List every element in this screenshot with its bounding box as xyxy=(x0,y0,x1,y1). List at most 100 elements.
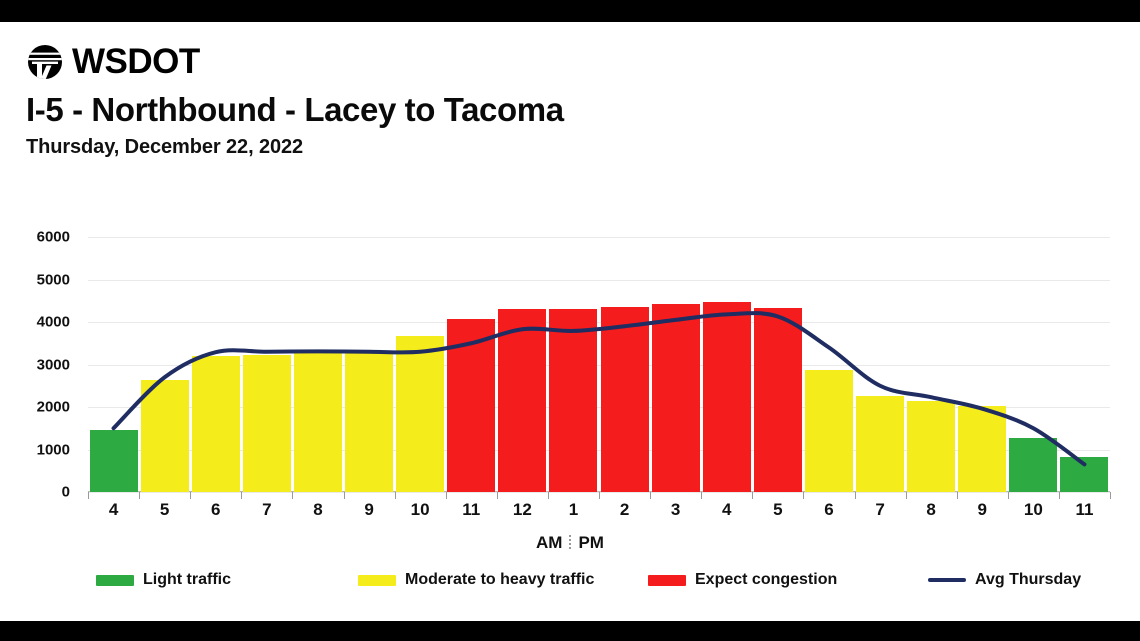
x-axis-tick xyxy=(650,492,652,499)
gridline xyxy=(88,407,1110,408)
x-axis-tick xyxy=(241,492,243,499)
x-axis-tick-label: 2 xyxy=(619,500,630,519)
x-axis-tick xyxy=(956,492,958,499)
legend-swatch-icon xyxy=(648,574,686,586)
bar-6-AM xyxy=(191,356,240,492)
x-axis-tick xyxy=(701,492,703,499)
legend-label: Light traffic xyxy=(143,571,231,588)
bar-1-PM xyxy=(549,309,598,492)
y-axis-tick-label: 3000 xyxy=(36,356,70,373)
legend-swatch-icon xyxy=(928,578,966,582)
x-axis-tick-label: 6 xyxy=(824,500,834,519)
x-axis-tick-label: 9 xyxy=(364,500,374,519)
chart-canvas: WSDOT I-5 - Northbound - Lacey to Tacoma… xyxy=(0,22,1140,621)
x-axis-tick xyxy=(190,492,192,499)
chart-legend: Light traffic Moderate to heavy traffic Ex… xyxy=(88,568,1110,598)
x-axis-tick xyxy=(803,492,805,499)
x-axis-tick xyxy=(547,492,549,499)
bar-5-PM xyxy=(753,308,802,492)
bar-3-PM xyxy=(651,304,700,492)
legend-item-moderate-to-heavy-traffic[interactable]: Moderate to heavy traffic xyxy=(358,568,594,592)
am-label: AM xyxy=(536,533,563,552)
letterbox-top xyxy=(0,0,1140,22)
x-axis-tick xyxy=(1007,492,1009,499)
bar-8-AM xyxy=(293,353,342,492)
legend-swatch-icon xyxy=(96,574,134,586)
legend-item-expect-congestion[interactable]: Expect congestion xyxy=(648,568,837,592)
x-axis-tick-label: 3 xyxy=(670,500,681,519)
y-axis-tick-label: 2000 xyxy=(36,398,70,416)
gridline xyxy=(88,237,1110,238)
gridline xyxy=(88,364,1110,366)
am-pm-divider xyxy=(569,535,572,550)
x-axis-ticks xyxy=(88,492,1111,504)
x-axis-tick-label: 10 xyxy=(410,500,430,519)
chart-header: WSDOT I-5 - Northbound - Lacey to Tacoma… xyxy=(26,42,564,159)
x-axis-tick xyxy=(139,492,141,499)
bar-10-AM xyxy=(396,336,445,492)
bar-12-PM xyxy=(498,309,547,492)
x-axis-tick-label: 11 xyxy=(462,500,481,519)
plot-area xyxy=(88,237,1110,493)
x-axis-tick xyxy=(343,492,345,499)
x-axis-tick xyxy=(88,492,89,499)
y-axis-tick-label: 0 xyxy=(61,483,70,501)
avg-thursday-line xyxy=(111,311,1087,467)
x-axis-tick-label: 8 xyxy=(313,500,323,519)
bar-4-AM xyxy=(89,430,138,492)
bar-series xyxy=(88,237,1110,492)
x-axis-tick-label: 5 xyxy=(159,500,170,519)
gridline xyxy=(88,449,1110,451)
legend-item-light-traffic[interactable]: Light traffic xyxy=(96,568,231,592)
x-axis-tick xyxy=(496,492,498,499)
bar-9-PM xyxy=(958,406,1007,492)
y-axis-tick-label: 5000 xyxy=(36,271,70,288)
y-axis-tick-label: 1000 xyxy=(36,441,70,458)
x-axis-tick xyxy=(1110,492,1111,499)
x-axis-tick-label: 1 xyxy=(568,500,579,519)
brand-row: WSDOT xyxy=(26,42,564,82)
x-axis-labels: 4 5 6 7 8 9 10 11 12 1 2 3 4 5 6 7 8 9 10 11 xyxy=(88,500,1110,526)
x-axis-tick-label: 5 xyxy=(773,500,783,519)
x-axis-tick xyxy=(394,492,396,499)
x-axis-tick-label: 7 xyxy=(875,500,885,519)
bar-5-AM xyxy=(140,380,189,492)
bar-2-PM xyxy=(600,306,649,492)
x-axis-tick-label: 12 xyxy=(512,500,532,519)
x-axis-tick-label: 8 xyxy=(926,500,936,519)
page-subtitle: Thursday, December 22, 2022 xyxy=(26,136,304,158)
x-axis-tick xyxy=(445,492,447,499)
legend-item-avg-thursday[interactable]: Avg Thursday xyxy=(928,568,1081,592)
x-axis-tick-label: 4 xyxy=(722,500,732,519)
gridline xyxy=(88,279,1110,281)
y-axis-tick-label: 6000 xyxy=(36,228,70,246)
x-axis-tick xyxy=(752,492,754,499)
pm-label: PM xyxy=(578,533,604,552)
plot-area-wrapper xyxy=(0,22,1140,621)
x-axis-tick xyxy=(905,492,907,499)
wsdot-logo-icon xyxy=(26,42,68,82)
page-title: I-5 - Northbound - Lacey to Tacoma xyxy=(26,91,564,128)
x-axis-tick xyxy=(1058,492,1060,499)
y-axis-tick-label: 4000 xyxy=(36,313,70,331)
letterbox-bottom xyxy=(0,621,1140,641)
bar-7-AM xyxy=(242,354,291,492)
x-axis-tick xyxy=(292,492,294,499)
x-axis-tick xyxy=(599,492,600,499)
x-axis-tick xyxy=(854,492,856,499)
legend-label: Avg Thursday xyxy=(975,571,1082,588)
bar-9-AM xyxy=(345,353,394,492)
bar-10-PM xyxy=(1009,437,1058,492)
am-pm-axis-label: AM PM xyxy=(0,533,1140,553)
legend-label: Expect congestion xyxy=(695,571,838,588)
x-axis-tick-label: 11 xyxy=(1075,500,1094,519)
bar-7-PM xyxy=(856,396,905,492)
bar-8-PM xyxy=(907,401,956,492)
gridline xyxy=(88,322,1110,323)
legend-swatch-icon xyxy=(358,574,396,586)
x-axis-tick-label: 10 xyxy=(1023,500,1043,519)
legend-label: Moderate to heavy traffic xyxy=(405,571,595,588)
bar-4-PM xyxy=(702,301,751,492)
x-axis-tick-label: 9 xyxy=(977,500,987,519)
